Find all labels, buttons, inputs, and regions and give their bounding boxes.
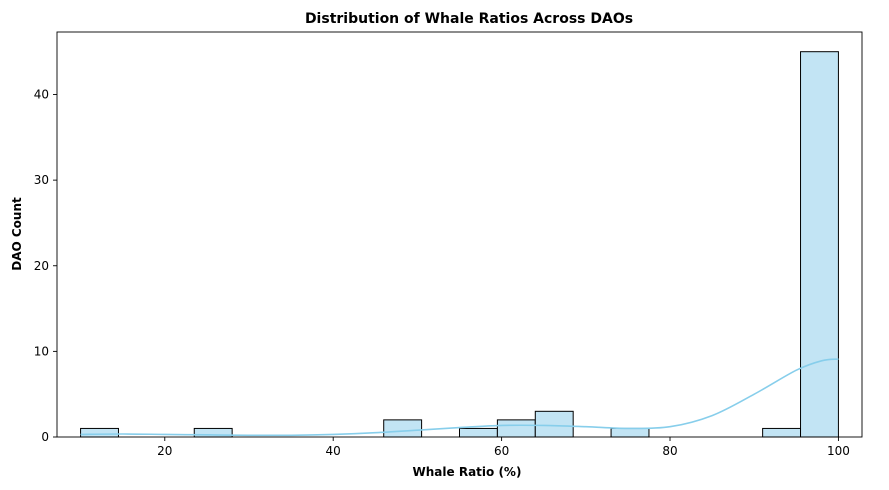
x-axis-label: Whale Ratio (%): [413, 465, 522, 479]
y-tick-label: 0: [41, 430, 49, 444]
x-tick-label: 80: [662, 444, 677, 458]
x-tick-label: 60: [494, 444, 509, 458]
chart-title: Distribution of Whale Ratios Across DAOs: [305, 11, 633, 27]
x-tick-label: 20: [157, 444, 172, 458]
y-axis-label: DAO Count: [10, 197, 24, 271]
x-tick-label: 100: [827, 444, 850, 458]
plot-frame: [56, 31, 863, 438]
histogram-bar: [459, 427, 498, 438]
y-tick-label: 40: [34, 88, 49, 102]
x-tick-label: 40: [326, 444, 341, 458]
histogram-bar: [496, 419, 536, 438]
histogram-bar: [383, 419, 423, 438]
histogram-bar: [534, 410, 574, 438]
histogram-bar: [80, 427, 119, 438]
y-axis-ticks: 0 10 20 30 40: [34, 88, 57, 444]
histogram-bar: [610, 427, 650, 438]
y-tick-label: 10: [34, 344, 49, 358]
plot-area: [56, 31, 863, 438]
kde-curve: [80, 358, 839, 437]
histogram-bar: [800, 51, 839, 438]
x-axis-ticks: 20 40 60 80 100: [157, 437, 850, 458]
histogram-bar: [762, 427, 802, 438]
y-tick-label: 30: [34, 173, 49, 187]
y-tick-label: 20: [34, 259, 49, 273]
